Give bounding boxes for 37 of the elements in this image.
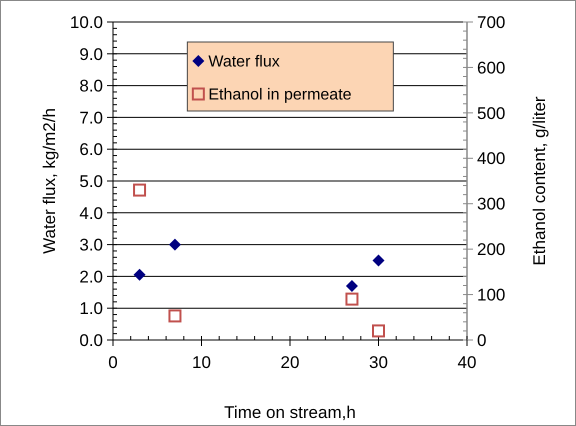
y-tick-label: 4.0 [79,204,103,223]
x-tick-label: 40 [458,353,476,372]
point [372,324,385,338]
legend-label: Ethanol in permeate [208,86,352,104]
point [345,292,358,306]
point [133,184,146,197]
x-tick-label: 20 [280,353,300,372]
y-tick-label: 8.0 [79,76,103,96]
y-tick-label: 3.0 [79,236,103,255]
y-tick-label: 2.0 [79,267,103,286]
y-tick-label: 1.0 [79,299,103,318]
y2-tick-label: 300 [477,194,506,214]
point [168,309,182,322]
y-tick-label: 9.0 [79,44,103,64]
point [168,238,181,251]
y2-axis-title: Ethanol content, g/liter [530,96,549,266]
y2-tick-label: 400 [477,149,506,168]
y2-tick-label: 700 [477,12,506,32]
point [134,268,146,281]
y-tick-label: 0.0 [79,330,103,350]
x-tick-label: 10 [192,353,211,372]
point [346,280,358,292]
x-tick-label: 0 [108,353,118,372]
point [372,254,384,266]
y2-tick-label: 0 [477,330,486,350]
y-tick-label: 6.0 [79,140,103,160]
y-axis-title: Water flux, kg/m2/h [40,108,59,254]
y2-tick-label: 100 [477,286,506,305]
y2-tick-label: 200 [477,240,506,260]
y2-tick-label: 600 [477,58,506,78]
y-tick-label: 10.0 [70,12,103,32]
y-tick-label: 5.0 [79,172,103,191]
x-axis-title: Time on stream,h [224,403,356,422]
y-tick-label: 7.0 [79,108,103,128]
legend-label: Water flux [208,54,280,71]
x-tick-label: 30 [369,353,388,372]
y2-tick-label: 500 [477,104,506,123]
